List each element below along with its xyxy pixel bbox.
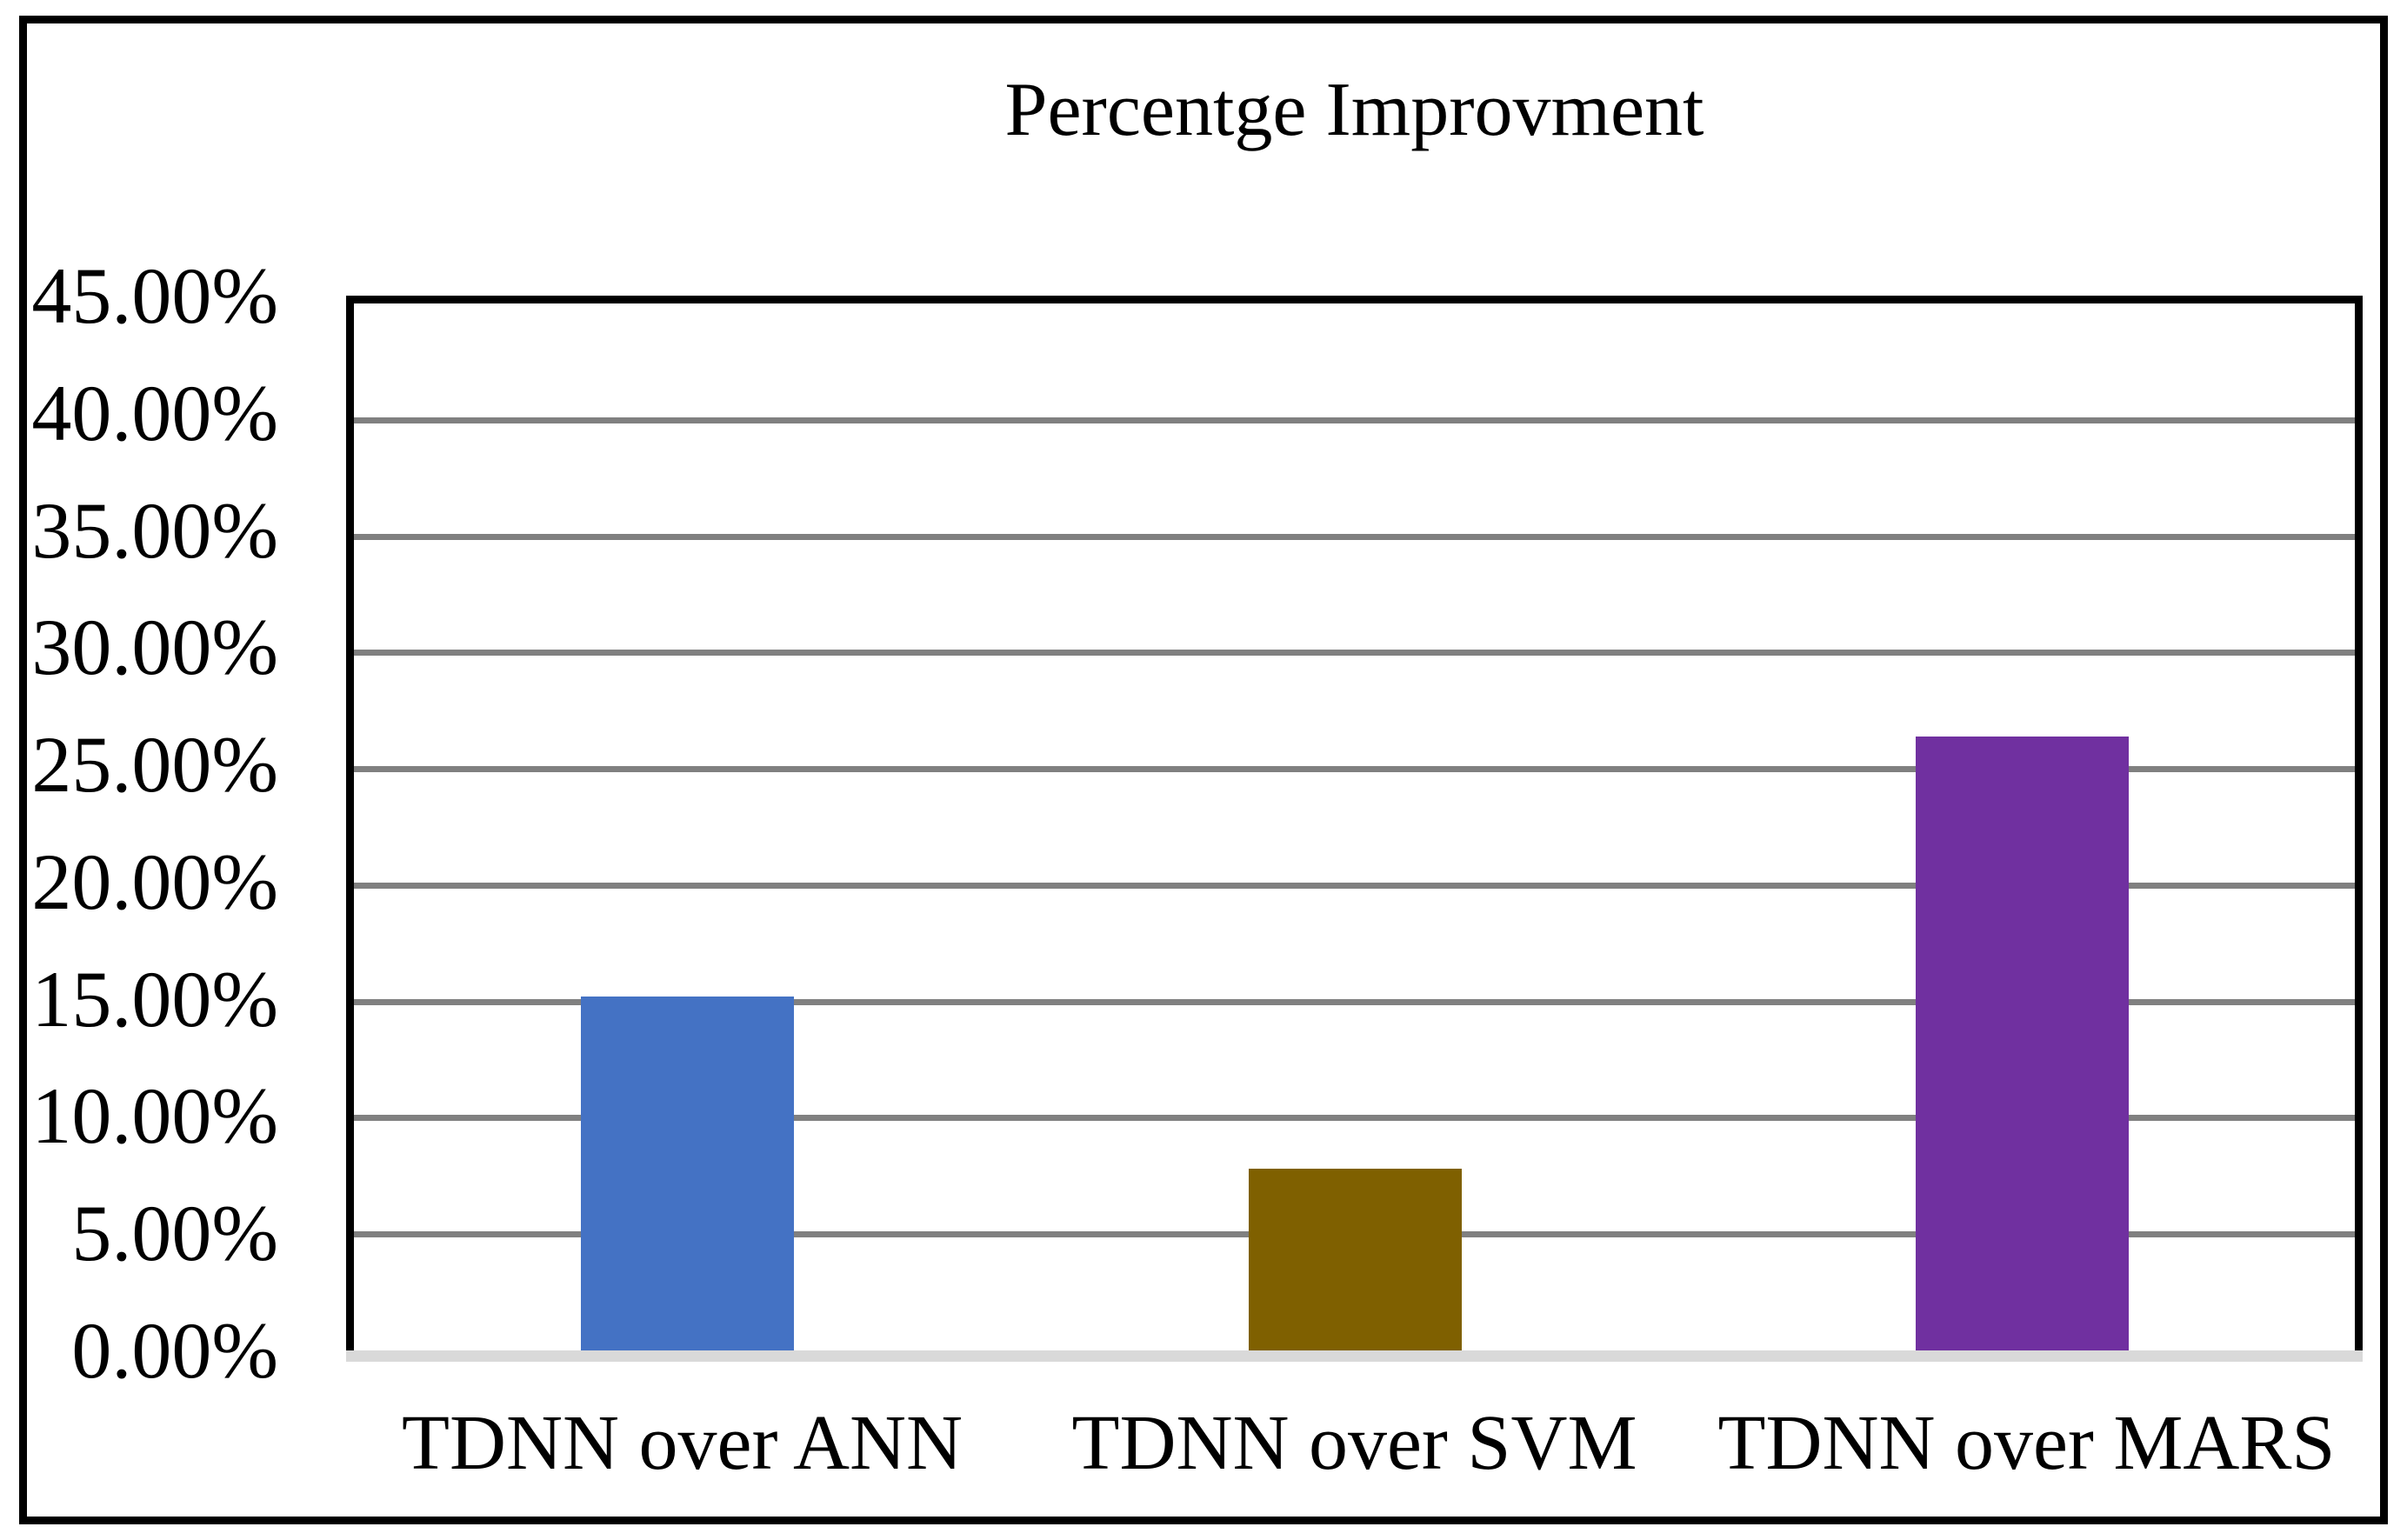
- y-axis-tick-label: 30.00%: [31, 603, 278, 692]
- x-axis: TDNN over ANN TDNN over SVM TDNN over MARS: [346, 1398, 2363, 1489]
- bar-tdnn-over-svm: [1248, 1169, 1462, 1350]
- y-axis-tick-label: 15.00%: [31, 954, 278, 1043]
- bars: [354, 303, 2355, 1350]
- chart-outer-border: [19, 16, 2388, 1524]
- x-axis-baseline: [346, 1350, 2363, 1362]
- x-axis-category-label: TDNN over SVM: [1071, 1400, 1637, 1486]
- gridline: [354, 533, 2355, 540]
- y-axis-tick-label: 20.00%: [31, 837, 278, 926]
- y-axis-tick-label: 40.00%: [31, 368, 278, 457]
- chart-title: Percentge Improvment: [1004, 68, 1704, 152]
- gridline: [354, 998, 2355, 1005]
- y-axis-tick-label: 35.00%: [31, 485, 278, 575]
- gridline: [354, 882, 2355, 889]
- bar-tdnn-over-ann: [581, 997, 795, 1350]
- gridline: [354, 1115, 2355, 1122]
- bar-tdnn-over-mars: [1915, 736, 2129, 1350]
- y-axis-tick-label: 5.00%: [71, 1189, 278, 1278]
- x-axis-category-label: TDNN over MARS: [1717, 1400, 2336, 1486]
- y-axis-tick-label: 25.00%: [31, 720, 278, 810]
- y-axis-tick-label: 0.00%: [71, 1306, 278, 1395]
- gridline: [354, 766, 2355, 773]
- y-axis-tick-label: 10.00%: [31, 1071, 278, 1161]
- y-axis: 45.00% 40.00% 35.00% 30.00% 25.00% 20.00% 15.0…: [0, 256, 296, 1390]
- y-axis-tick-label: 45.00%: [31, 251, 278, 340]
- x-axis-category-label: TDNN over ANN: [402, 1400, 963, 1486]
- gridline: [354, 650, 2355, 657]
- plot-area: [346, 296, 2363, 1350]
- gridline: [354, 417, 2355, 423]
